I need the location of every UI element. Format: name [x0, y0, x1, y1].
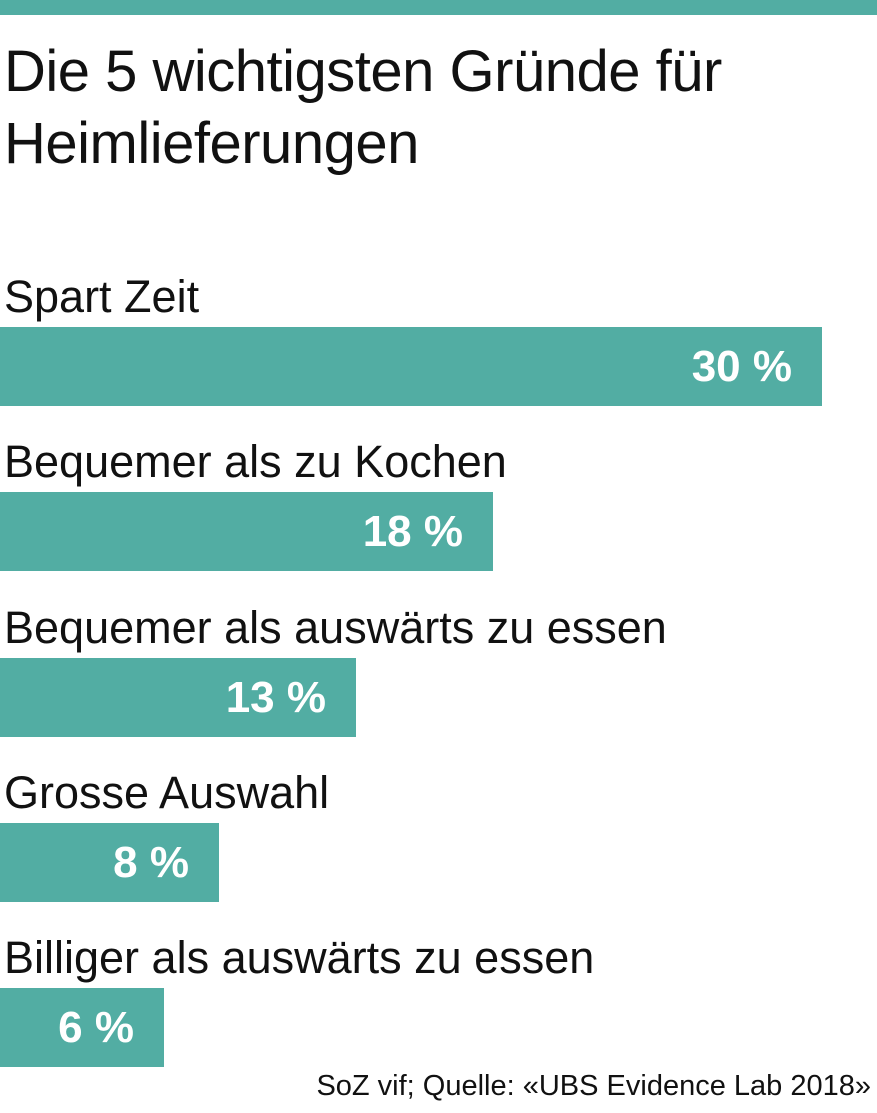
bar: 6 %	[0, 988, 164, 1067]
value-label: 6 %	[58, 1003, 134, 1052]
top-accent-bar	[0, 0, 877, 15]
value-label: 30 %	[691, 342, 792, 391]
category-label: Bequemer als zu Kochen	[4, 436, 507, 487]
value-label: 18 %	[362, 507, 463, 556]
source-note: SoZ vif; Quelle: «UBS Evidence Lab 2018»	[316, 1070, 871, 1102]
value-label: 8 %	[113, 838, 189, 887]
bar: 13 %	[0, 658, 356, 737]
bar: 18 %	[0, 492, 493, 571]
bar: 8 %	[0, 823, 219, 902]
category-label: Spart Zeit	[4, 271, 200, 322]
category-label: Billiger als auswärts zu essen	[4, 932, 595, 983]
value-label: 13 %	[225, 673, 326, 722]
chart-title: Die 5 wichtigsten Gründe für Heimlieferu…	[4, 39, 722, 176]
category-label: Bequemer als auswärts zu essen	[4, 602, 667, 653]
category-label: Grosse Auswahl	[4, 767, 330, 818]
bar: 30 %	[0, 327, 822, 406]
